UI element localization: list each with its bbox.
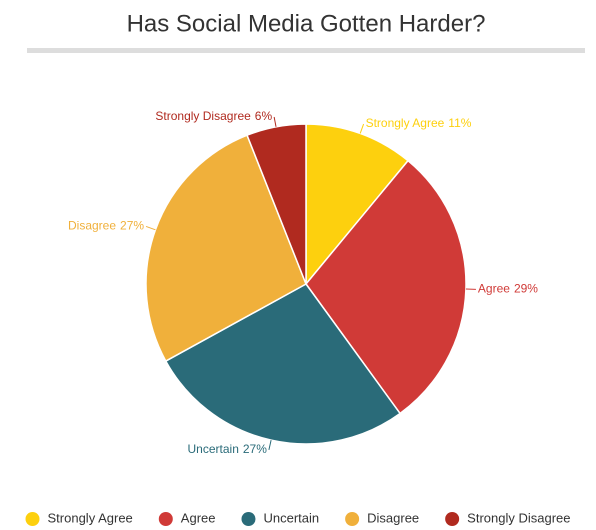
chart-title: Has Social Media Gotten Harder? bbox=[127, 10, 486, 37]
title-rule bbox=[27, 48, 585, 53]
pie-slice bbox=[246, 123, 307, 285]
slice-label-value: 27% bbox=[120, 219, 144, 233]
pie-slice bbox=[145, 134, 307, 363]
legend-label: Strongly Agree bbox=[48, 510, 133, 525]
slice-label-value: 29% bbox=[514, 282, 538, 296]
slice-label-value: 27% bbox=[243, 442, 267, 456]
slice-label: Strongly Disagree 6% bbox=[155, 109, 272, 123]
slice-label: Agree 29% bbox=[478, 282, 538, 296]
legend: Strongly Agree Agree Uncertain Disagree Stro… bbox=[25, 510, 570, 526]
legend-swatch bbox=[25, 512, 40, 526]
slice-label-value: 11% bbox=[448, 116, 471, 130]
slice-label-value: 6% bbox=[255, 109, 273, 123]
leader-line bbox=[273, 116, 277, 127]
pie-slice bbox=[305, 123, 410, 287]
legend-label: Strongly Disagree bbox=[467, 510, 570, 525]
legend-label: Disagree bbox=[367, 510, 419, 525]
slice-label-name: Uncertain bbox=[188, 442, 239, 456]
legend-swatch bbox=[241, 512, 256, 526]
slice-label: Strongly Agree 11% bbox=[366, 116, 472, 130]
legend-swatch bbox=[445, 512, 460, 526]
slice-label: Disagree 27% bbox=[68, 219, 144, 233]
slice-label-name: Strongly Disagree bbox=[155, 109, 251, 123]
legend-swatch bbox=[345, 512, 360, 526]
legend-swatch bbox=[158, 512, 173, 526]
leader-line bbox=[145, 225, 156, 231]
slice-label-name: Agree bbox=[478, 282, 510, 296]
legend-label: Agree bbox=[181, 510, 216, 525]
leader-line bbox=[268, 440, 272, 451]
leader-line bbox=[359, 123, 365, 134]
slice-label-name: Strongly Agree bbox=[366, 116, 445, 130]
slice-label-name: Disagree bbox=[68, 219, 116, 233]
legend-label: Uncertain bbox=[263, 510, 319, 525]
slice-label: Uncertain 27% bbox=[188, 442, 268, 456]
